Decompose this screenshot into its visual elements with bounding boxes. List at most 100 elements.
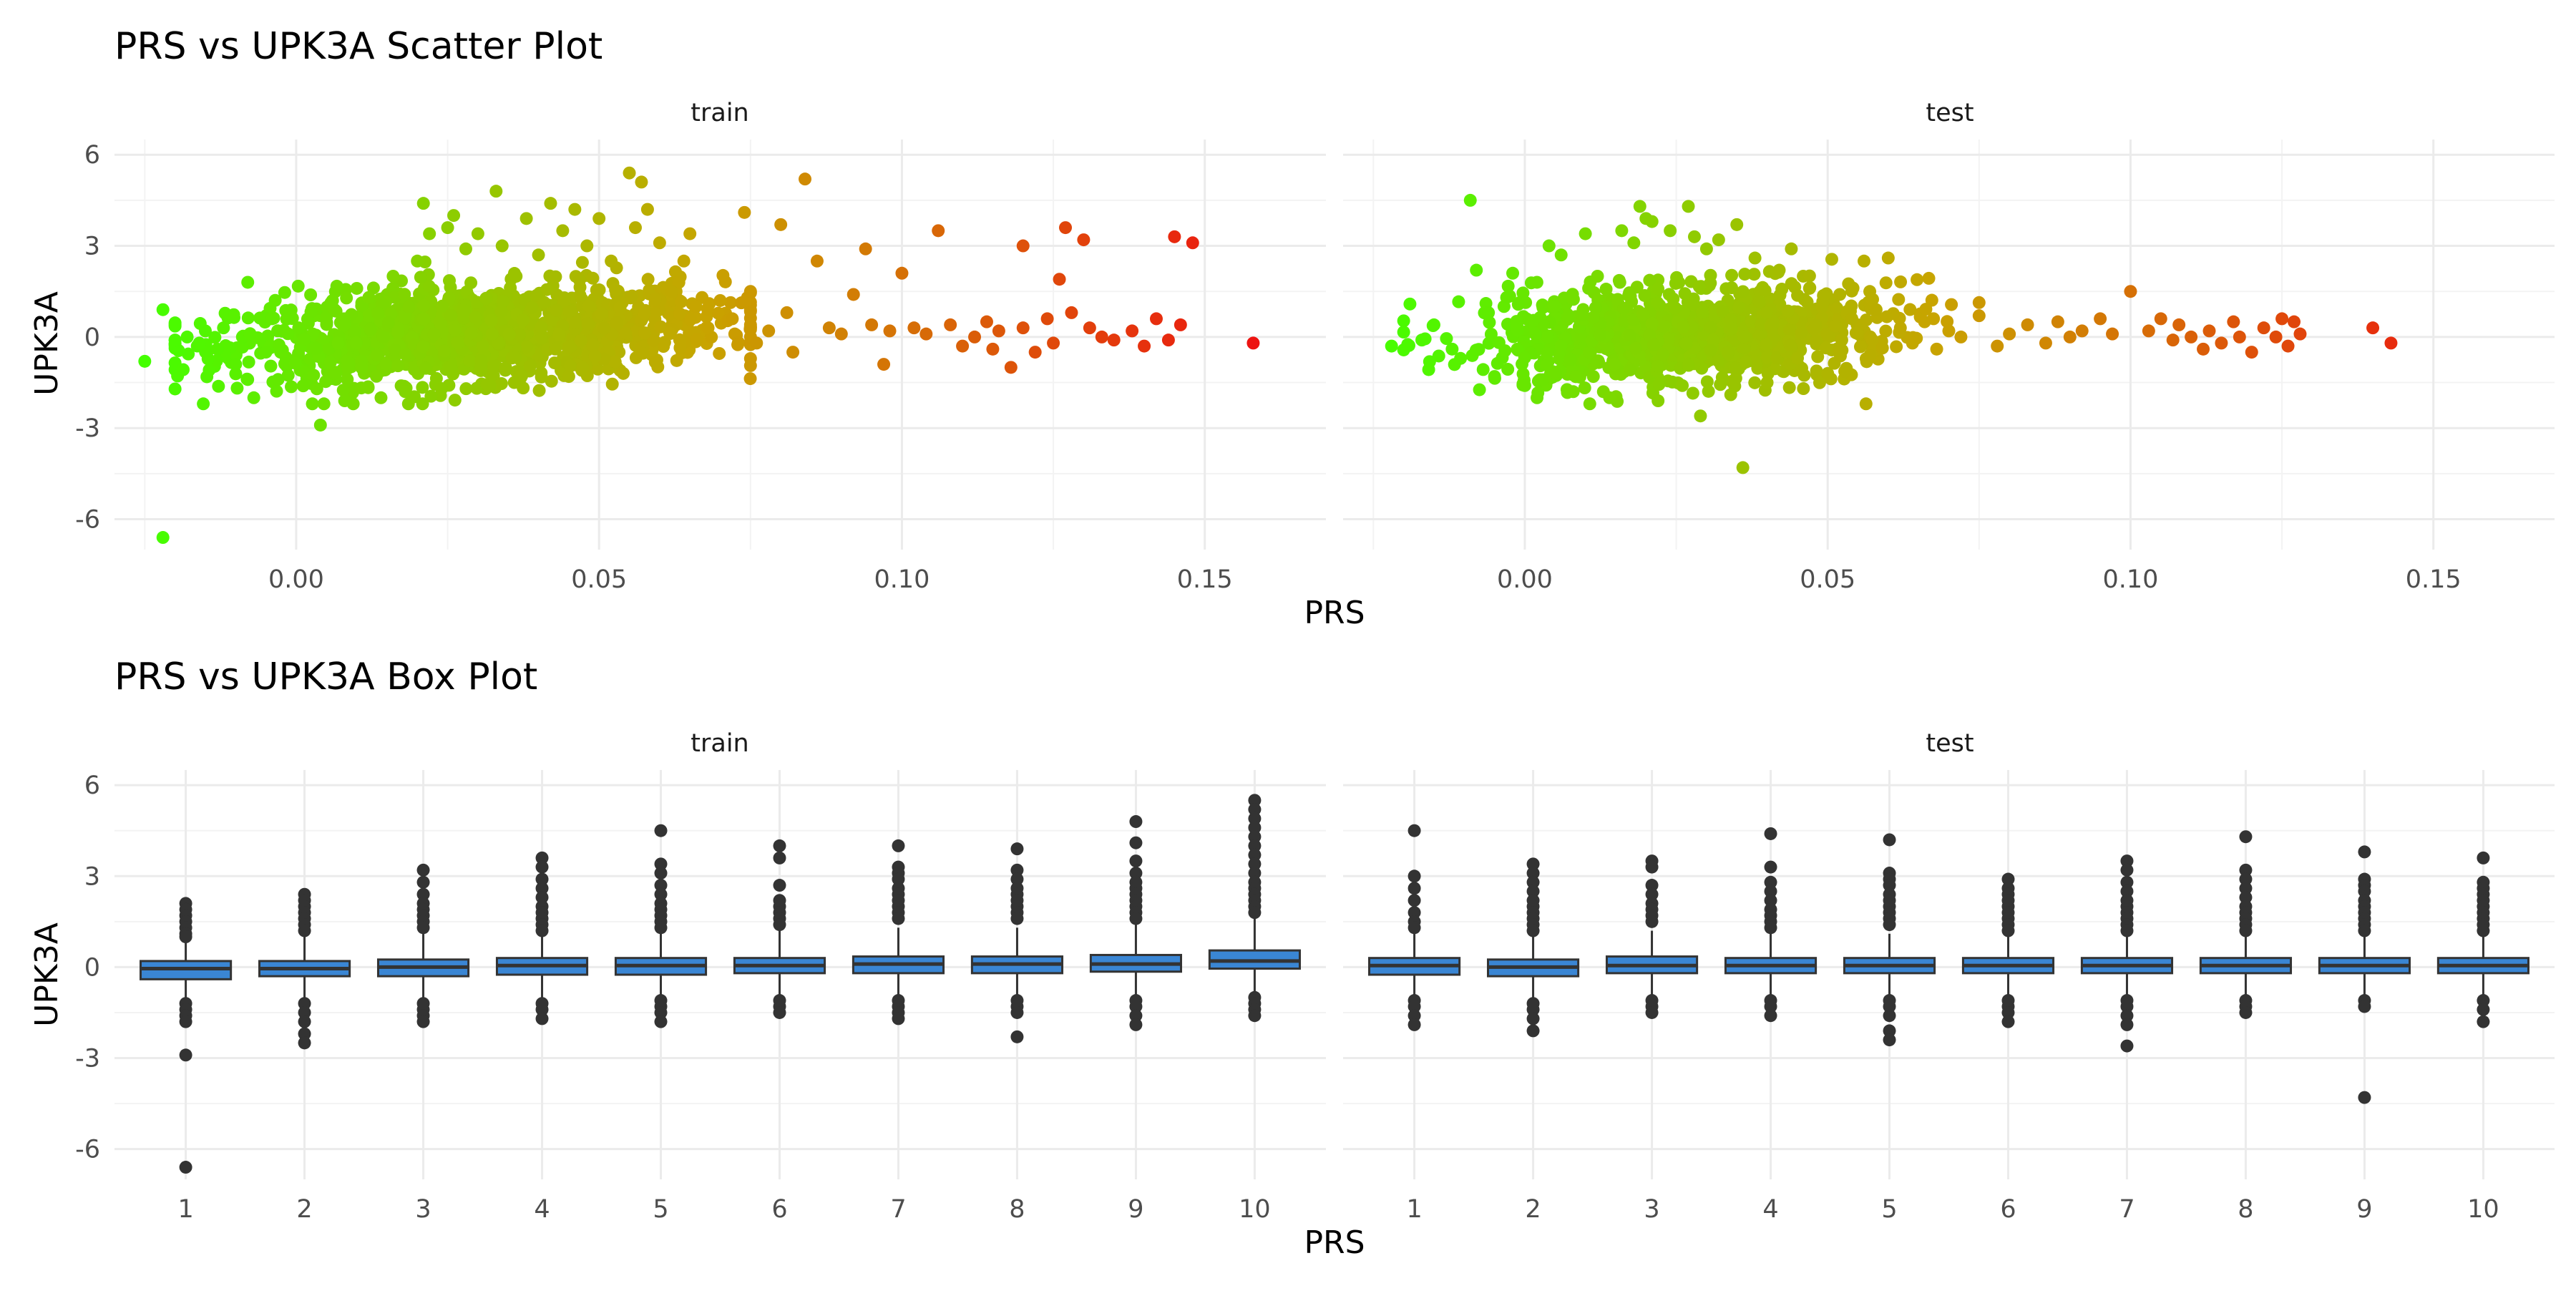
scatter-point-test bbox=[1500, 291, 1513, 304]
scatter-point-test bbox=[1627, 236, 1641, 250]
scatter-point-test bbox=[1797, 382, 1810, 396]
scatter-point-train bbox=[883, 324, 897, 338]
boxplot-outlier bbox=[298, 997, 311, 1010]
scatter-core-point-train bbox=[499, 361, 512, 374]
scatter-point-test bbox=[1809, 318, 1823, 331]
boxplot-y-tick-label: -6 bbox=[75, 1136, 100, 1164]
scatter-point-test bbox=[2106, 327, 2119, 341]
scatter-core-point-test bbox=[1704, 344, 1717, 357]
scatter-core-point-train bbox=[581, 317, 595, 331]
scatter-point-test bbox=[1869, 303, 1883, 316]
scatter-point-test bbox=[1694, 409, 1707, 423]
scatter-core-point-test bbox=[1732, 301, 1746, 314]
scatter-point-test bbox=[1863, 349, 1877, 362]
scatter-y-tick-label: 6 bbox=[84, 141, 100, 170]
scatter-point-test bbox=[1748, 251, 1762, 265]
boxplot-outlier bbox=[1764, 827, 1777, 840]
scatter-core-point-test bbox=[1860, 313, 1873, 327]
scatter-core-point-train bbox=[329, 366, 343, 379]
scatter-core-point-train bbox=[336, 384, 350, 397]
scatter-core-point-test bbox=[1783, 323, 1797, 336]
scatter-core-point-test bbox=[1754, 327, 1767, 341]
scatter-core-point-test bbox=[1656, 348, 1669, 361]
scatter-point-train bbox=[980, 315, 993, 328]
scatter-core-point-train bbox=[663, 327, 677, 341]
scatter-point-train bbox=[810, 254, 824, 268]
scatter-core-point-train bbox=[381, 316, 395, 330]
scatter-core-point-train bbox=[228, 311, 241, 324]
scatter-core-point-test bbox=[1748, 376, 1762, 389]
boxplot-x-tick-label: 4 bbox=[534, 1195, 550, 1224]
scatter-core-point-train bbox=[341, 361, 355, 375]
scatter-point-train bbox=[1138, 339, 1151, 353]
boxplot-y-tick-label: 0 bbox=[84, 953, 100, 982]
scatter-point-test bbox=[2075, 324, 2089, 338]
boxplot-outlier bbox=[1764, 921, 1777, 935]
scatter-point-train bbox=[483, 379, 497, 392]
scatter-point-test bbox=[1615, 224, 1629, 238]
boxplot-outlier bbox=[1407, 894, 1421, 907]
boxplot-outlier bbox=[535, 851, 549, 864]
scatter-core-point-test bbox=[1647, 338, 1661, 351]
scatter-core-point-train bbox=[444, 308, 457, 322]
scatter-core-point-test bbox=[1737, 330, 1751, 344]
scatter-core-point-train bbox=[573, 288, 587, 302]
scatter-core-point-train bbox=[636, 346, 650, 360]
boxplot-outlier bbox=[416, 887, 430, 901]
scatter-core-point-train bbox=[690, 333, 703, 346]
scatter-core-point-train bbox=[317, 397, 331, 411]
scatter-core-point-train bbox=[518, 293, 532, 306]
scatter-core-point-test bbox=[1835, 333, 1848, 347]
scatter-core-point-test bbox=[1667, 292, 1680, 306]
scatter-core-point-test bbox=[1738, 268, 1752, 281]
scatter-core-point-test bbox=[1601, 340, 1614, 354]
scatter-x-tick-label: 0.10 bbox=[874, 565, 930, 594]
scatter-core-point-train bbox=[743, 372, 757, 386]
boxplot-outlier bbox=[298, 1005, 311, 1019]
scatter-core-point-train bbox=[355, 361, 369, 375]
scatter-core-point-train bbox=[497, 294, 510, 308]
boxplot-outlier bbox=[1129, 836, 1143, 849]
scatter-point-test bbox=[2384, 336, 2398, 350]
boxplot-outlier bbox=[2001, 1005, 2015, 1019]
scatter-core-point-test bbox=[1802, 269, 1816, 283]
scatter-core-point-test bbox=[1583, 346, 1596, 359]
boxplot-outlier bbox=[416, 875, 430, 889]
scatter-point-test bbox=[2094, 312, 2107, 326]
scatter-point-test bbox=[1881, 251, 1895, 265]
scatter-point-train bbox=[580, 239, 594, 253]
boxplot-outlier bbox=[892, 912, 905, 925]
scatter-core-point-train bbox=[647, 334, 660, 348]
scatter-point-train bbox=[986, 342, 1000, 356]
boxplot-outlier bbox=[535, 872, 549, 886]
scatter-core-point-test bbox=[1880, 310, 1893, 323]
boxplot-outlier bbox=[179, 1015, 192, 1028]
scatter-point-train bbox=[313, 418, 327, 432]
scatter-core-point-train bbox=[684, 313, 698, 326]
scatter-core-point-train bbox=[552, 328, 566, 342]
boxplot-outlier bbox=[1883, 1033, 1896, 1047]
scatter-core-point-train bbox=[595, 307, 608, 321]
scatter-core-point-test bbox=[1833, 344, 1846, 357]
boxplot-outlier bbox=[1764, 1000, 1777, 1013]
scatter-y-tick-label: -3 bbox=[75, 414, 100, 443]
scatter-core-point-train bbox=[586, 338, 600, 352]
boxplot-outlier bbox=[416, 921, 430, 935]
scatter-core-point-test bbox=[1623, 328, 1636, 342]
scatter-core-point-test bbox=[1721, 345, 1735, 359]
scatter-point-train bbox=[1186, 236, 1199, 250]
scatter-core-point-train bbox=[340, 291, 353, 305]
scatter-point-test bbox=[2021, 318, 2034, 331]
scatter-point-train bbox=[847, 288, 860, 301]
scatter-core-point-test bbox=[1516, 286, 1530, 300]
scatter-core-point-test bbox=[1758, 284, 1772, 298]
scatter-core-point-test bbox=[1810, 364, 1823, 378]
scatter-core-point-train bbox=[296, 379, 310, 393]
scatter-point-train bbox=[338, 394, 351, 408]
scatter-core-point-test bbox=[1711, 354, 1724, 368]
boxplot-outlier bbox=[1129, 1000, 1143, 1013]
boxplot-outlier bbox=[535, 882, 549, 895]
scatter-core-point-train bbox=[549, 270, 562, 283]
scatter-point-train bbox=[1053, 273, 1066, 286]
scatter-core-point-train bbox=[448, 394, 462, 407]
